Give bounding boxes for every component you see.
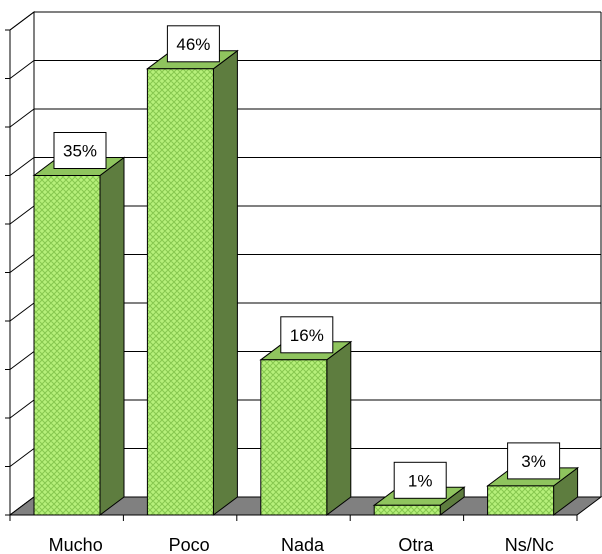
gridline-wall (9, 399, 35, 419)
data-label-text: 16% (290, 326, 324, 345)
data-label-box (280, 316, 334, 354)
bar-front (373, 504, 441, 516)
x-tick-label: Poco (169, 535, 210, 554)
data-label: 3% (507, 442, 561, 480)
bar-front (260, 359, 328, 516)
data-label-box (507, 442, 561, 480)
bar-mucho (32, 156, 126, 516)
data-label-text: 3% (521, 452, 546, 471)
data-label-box (393, 461, 447, 499)
x-tick-label: Mucho (49, 535, 103, 554)
bar-poco (145, 49, 239, 516)
gridline-wall (9, 351, 35, 370)
gridline-wall (9, 157, 35, 176)
gridline-wall (9, 448, 35, 467)
data-label: 35% (53, 132, 107, 169)
bar-front (487, 485, 555, 516)
gridline-wall (9, 108, 35, 128)
gridline-wall (9, 254, 35, 273)
bar-front (146, 68, 214, 516)
x-tick-label: Nada (281, 535, 325, 554)
data-label-box (166, 25, 220, 63)
bar-side (326, 340, 352, 516)
data-label-text: 1% (408, 471, 433, 490)
data-label: 16% (280, 316, 334, 354)
x-tick-label: Otra (398, 535, 434, 554)
data-label: 1% (393, 461, 447, 499)
bar-side (99, 156, 125, 516)
bar-side (212, 49, 238, 516)
gridline-wall (9, 205, 35, 225)
bar-front (33, 175, 101, 516)
x-tick-label: Ns/Nc (505, 535, 554, 554)
gridline-wall (9, 302, 35, 322)
data-label-text: 35% (63, 142, 97, 161)
gridline-wall (9, 60, 35, 79)
gridline-wall (9, 11, 35, 31)
data-labels: 35% 46% 16% 1% 3% (53, 25, 561, 499)
data-label: 46% (166, 25, 220, 63)
bars (32, 49, 580, 516)
bar-nada (259, 340, 353, 516)
data-label-text: 46% (176, 35, 210, 54)
data-label-box (53, 132, 107, 169)
x-axis-tick-labels: Mucho Poco Nada Otra Ns/Nc (49, 535, 554, 554)
